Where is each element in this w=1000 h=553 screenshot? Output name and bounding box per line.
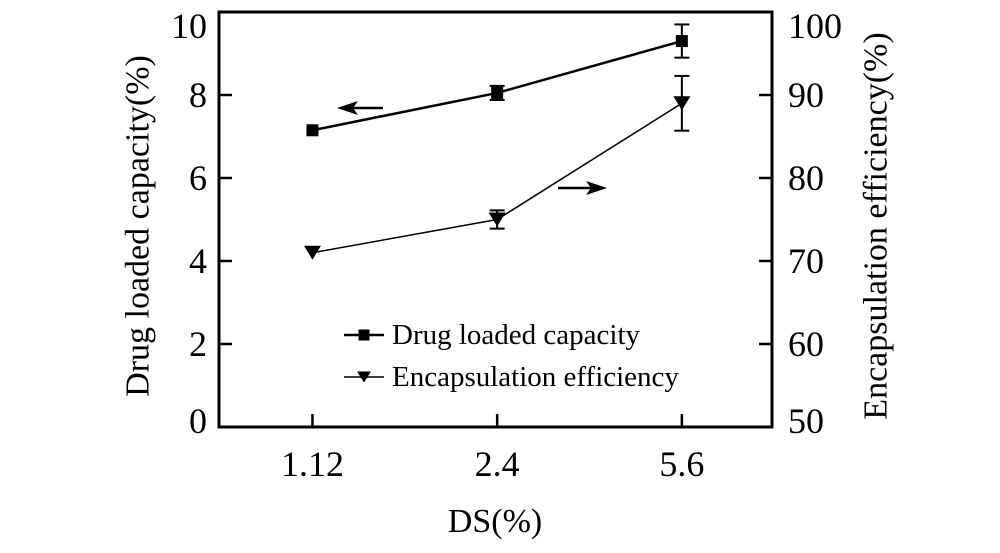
left-axis-title: Drug loaded capacity(%) (120, 55, 157, 397)
series-line (312, 102, 683, 254)
right-axis: 50 60 70 80 90 100 (759, 6, 842, 441)
left-axis-tick-label: 6 (189, 158, 207, 198)
legend: Drug loaded capacity Encapsulation effici… (344, 319, 679, 393)
triangle-down-marker (303, 245, 321, 260)
left-arrow-annotation (337, 101, 383, 115)
square-marker (358, 329, 370, 341)
triangle-down-marker (357, 371, 371, 383)
left-axis: 0 2 4 6 8 10 (171, 6, 232, 441)
right-axis-tick-label: 90 (788, 75, 824, 115)
x-axis: 1.12 2.4 5.6 (281, 414, 704, 484)
left-axis-tick-label: 10 (171, 6, 207, 46)
left-axis-tick-label: 2 (189, 324, 207, 364)
left-axis-tick-label: 0 (189, 401, 207, 441)
x-axis-tick-label: 1.12 (281, 444, 344, 484)
right-arrow-annotation (558, 181, 607, 195)
series-encapsulation-efficiency (303, 74, 691, 260)
left-axis-tick-label: 4 (189, 241, 207, 281)
square-marker (675, 35, 688, 48)
triangle-down-marker (673, 96, 691, 111)
x-axis-tick-label: 2.4 (475, 444, 520, 484)
legend-entry-drug-loaded-capacity: Drug loaded capacity (344, 319, 641, 351)
legend-label: Drug loaded capacity (392, 319, 641, 351)
left-axis-tick-label: 8 (189, 75, 207, 115)
plot-frame (217, 10, 774, 429)
square-marker (306, 124, 319, 137)
right-axis-tick-label: 100 (788, 6, 842, 46)
arrow-head (337, 101, 358, 115)
right-axis-tick-label: 70 (788, 241, 824, 281)
right-axis-tick-label: 60 (788, 324, 824, 364)
legend-entry-encapsulation-efficiency: Encapsulation efficiency (344, 361, 679, 393)
x-axis-tick-label: 5.6 (659, 444, 704, 484)
series-drug-loaded-capacity (306, 23, 690, 137)
legend-label: Encapsulation efficiency (392, 361, 679, 393)
x-axis-title: DS(%) (448, 503, 542, 540)
triangle-down-marker (488, 212, 506, 227)
right-axis-tick-label: 50 (788, 401, 824, 441)
right-axis-tick-label: 80 (788, 158, 824, 198)
arrow-head (586, 181, 607, 195)
square-marker (491, 86, 504, 99)
right-axis-title: Encapsulation efficiency(%) (858, 32, 895, 419)
